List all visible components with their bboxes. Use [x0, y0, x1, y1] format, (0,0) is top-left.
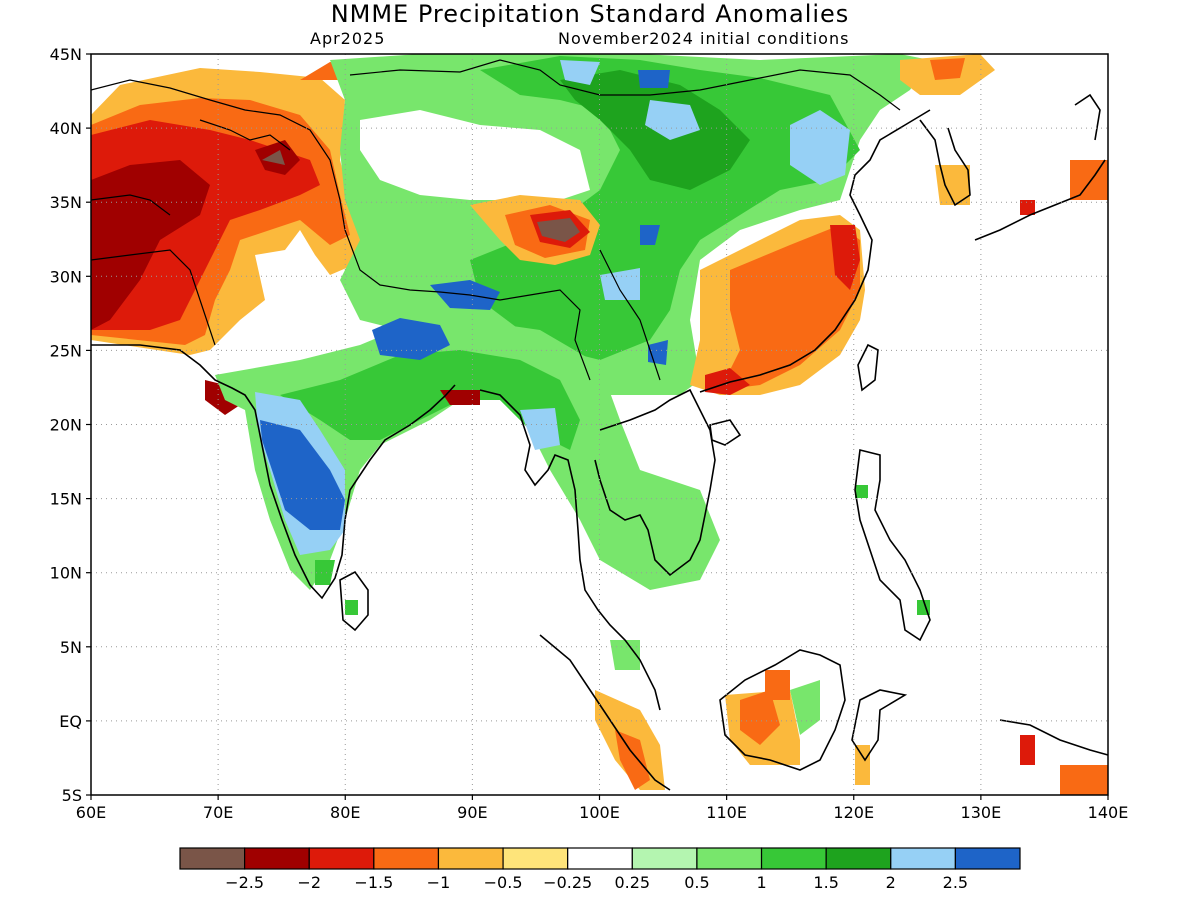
y-tick-label: 25N: [50, 341, 82, 360]
x-tick-label: 110E: [706, 803, 747, 822]
y-tick-label: 35N: [50, 193, 82, 212]
y-tick-label: 10N: [50, 564, 82, 583]
colorbar-swatch: [373, 847, 440, 870]
x-tick-label: 130E: [961, 803, 1002, 822]
longitude-ticks: 60E 70E 80E 90E 100E 110E 120E 130E 140E: [76, 795, 1129, 822]
colorbar-label: 0.25: [614, 873, 650, 892]
colorbar-swatch: [567, 847, 633, 870]
x-tick-label: 80E: [330, 803, 360, 822]
colorbar-label: 2.5: [943, 873, 968, 892]
colorbar-swatch: [179, 847, 246, 870]
x-tick-label: 100E: [579, 803, 620, 822]
y-tick-label: 45N: [50, 45, 82, 64]
colorbar-label: −2.5: [225, 873, 264, 892]
colorbar-label: 2: [886, 873, 896, 892]
x-tick-label: 120E: [833, 803, 874, 822]
colorbar-swatch: [308, 847, 375, 870]
map-subtitle-right: November2024 initial conditions: [558, 29, 849, 48]
colorbar-swatch: [696, 847, 763, 870]
colorbar-swatch: [825, 847, 892, 870]
y-tick-label: 15N: [50, 490, 82, 509]
colorbar-swatch: [502, 847, 569, 870]
colorbar-label: −0.5: [484, 873, 523, 892]
colorbar-swatch: [890, 847, 956, 870]
y-tick-label: 30N: [50, 267, 82, 286]
colorbar-swatch: [760, 847, 827, 870]
map-title: NMME Precipitation Standard Anomalies: [331, 0, 850, 28]
y-tick-label: 5N: [60, 638, 82, 657]
y-tick-label: 40N: [50, 119, 82, 138]
map-subtitle-left: Apr2025: [310, 29, 385, 48]
y-tick-label: 20N: [50, 416, 82, 435]
colorbar: −2.5 −2 −1.5 −1 −0.5 −0.25 0.25 0.5 1 1.5 2 2.5: [179, 847, 1021, 892]
y-tick-label: EQ: [59, 712, 82, 731]
colorbar-label: −1.5: [354, 873, 393, 892]
colorbar-label: 0.5: [684, 873, 709, 892]
x-tick-label: 90E: [457, 803, 487, 822]
coastline-outlines: [90, 59, 1109, 791]
colorbar-label: −2: [297, 873, 321, 892]
x-tick-label: 140E: [1088, 803, 1129, 822]
colorbar-label: 1: [756, 873, 766, 892]
colorbar-label: −1: [427, 873, 451, 892]
x-tick-label: 70E: [203, 803, 233, 822]
colorbar-swatch: [631, 847, 698, 870]
colorbar-swatch: [954, 847, 1021, 870]
colorbar-label: −0.25: [543, 873, 592, 892]
latitude-ticks: 45N 40N 35N 30N 25N 20N 15N 10N 5N EQ 5S: [50, 45, 91, 805]
colorbar-swatch: [244, 847, 310, 870]
graticule-grid: [91, 54, 1108, 795]
colorbar-label: 1.5: [813, 873, 838, 892]
x-tick-label: 60E: [76, 803, 106, 822]
colorbar-swatch: [437, 847, 504, 870]
y-tick-label: 5S: [62, 786, 82, 805]
